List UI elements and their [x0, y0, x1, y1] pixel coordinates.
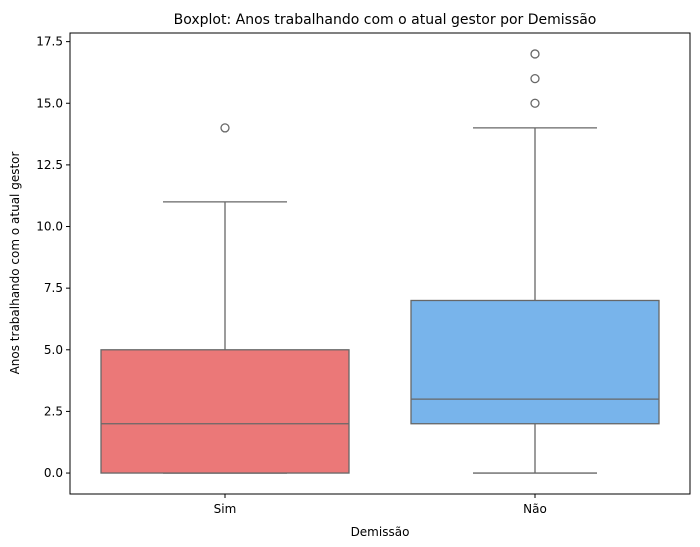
x-tick-label-0: Sim	[214, 502, 237, 516]
box-1-outlier-2	[530, 49, 540, 59]
y-tick-label-0: 0.0	[44, 466, 63, 480]
x-tick-label-1: Não	[523, 502, 547, 516]
y-tick-label-6: 15.0	[36, 96, 63, 110]
y-axis-label: Anos trabalhando com o atual gestor	[8, 152, 22, 375]
plot-area: 0.0 2.5 5.0 7.5 10.0 12.5 15.0 17.5 Sim Não	[36, 32, 691, 516]
box-1-outlier-1	[530, 73, 540, 84]
box-0-outlier-0	[220, 123, 230, 133]
plot-frame	[69, 32, 691, 495]
box-1-outlier-0	[530, 98, 540, 108]
y-tick-label-1: 2.5	[44, 404, 63, 418]
y-tick-label-2: 5.0	[44, 343, 63, 357]
y-tick-label-5: 12.5	[36, 158, 63, 172]
box-0-iqr	[100, 349, 350, 474]
y-tick-label-7: 17.5	[36, 35, 63, 49]
box-1-iqr	[410, 299, 660, 425]
y-tick-label-4: 10.0	[36, 220, 63, 234]
y-tick-label-3: 7.5	[44, 281, 63, 295]
chart-title: Boxplot: Anos trabalhando com o atual ge…	[174, 12, 597, 28]
x-axis-label: Demissão	[351, 525, 410, 539]
